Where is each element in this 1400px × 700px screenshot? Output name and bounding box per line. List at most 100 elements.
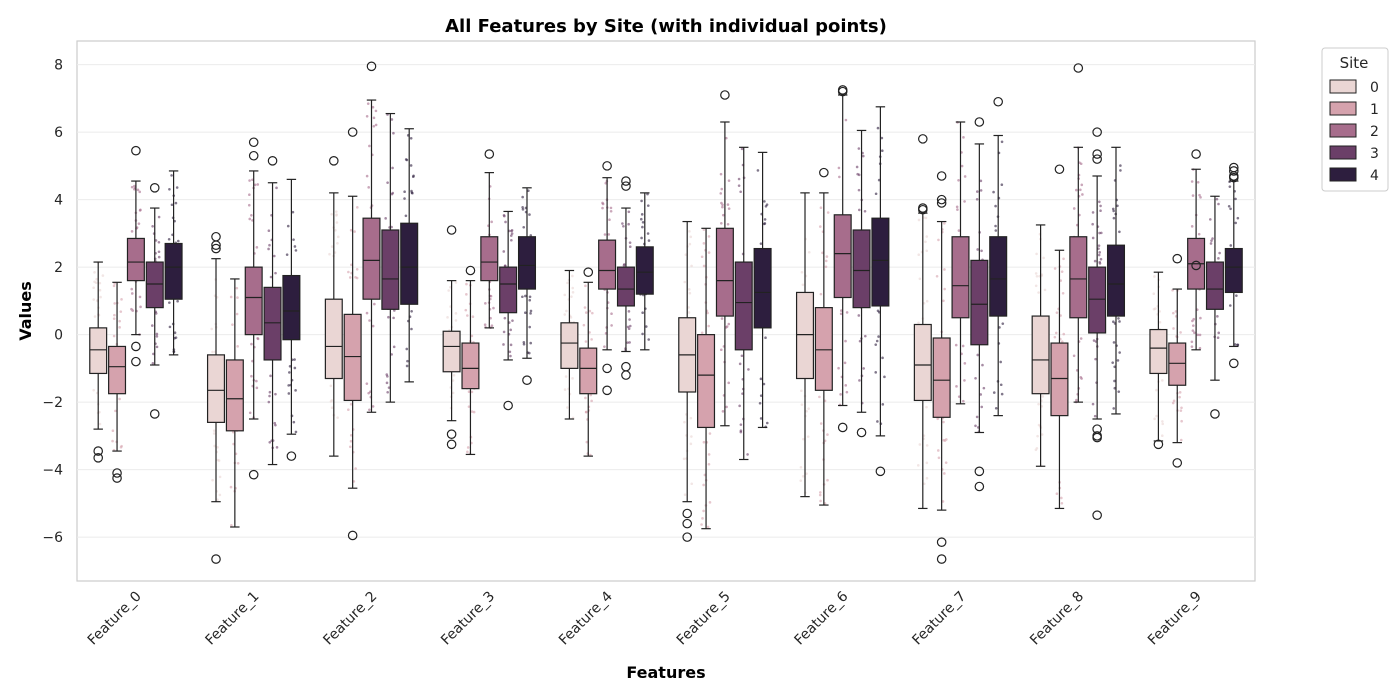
jitter-point — [839, 312, 843, 316]
jitter-point — [471, 315, 475, 319]
jitter-point — [1235, 294, 1238, 297]
legend-label: 2 — [1370, 124, 1379, 140]
jitter-point — [719, 192, 723, 195]
jitter-point — [470, 390, 474, 394]
jitter-point — [1112, 320, 1115, 323]
jitter-point — [1228, 185, 1232, 188]
outlier-point — [602, 385, 612, 396]
jitter-point — [843, 361, 847, 365]
jitter-point — [917, 253, 921, 257]
jitter-point — [590, 399, 593, 403]
jitter-point — [759, 394, 763, 397]
jitter-point — [467, 405, 471, 408]
jitter-point — [1091, 236, 1095, 240]
jitter-point — [466, 450, 469, 454]
jitter-point — [975, 197, 979, 201]
jitter-point — [1236, 343, 1240, 347]
jitter-point — [1097, 253, 1101, 257]
outlier-point — [918, 134, 928, 144]
jitter-point — [522, 225, 526, 229]
box-iqr — [833, 214, 852, 299]
y-tick-label: −2 — [42, 395, 63, 411]
jitter-point — [1191, 324, 1195, 327]
jitter-point — [818, 491, 822, 494]
jitter-point — [390, 192, 394, 196]
jitter-point — [157, 250, 161, 254]
jitter-point — [483, 323, 487, 327]
jitter-point — [521, 195, 524, 199]
jitter-point — [566, 406, 569, 409]
jitter-point — [641, 332, 644, 336]
jitter-point — [1209, 242, 1213, 245]
jitter-point — [763, 222, 767, 225]
jitter-point — [702, 509, 705, 513]
jitter-point — [353, 230, 356, 233]
jitter-point — [937, 449, 940, 452]
jitter-point — [1191, 194, 1195, 197]
jitter-point — [1034, 272, 1038, 275]
jitter-point — [521, 295, 524, 299]
jitter-point — [176, 299, 179, 303]
outlier-point — [621, 370, 631, 380]
jitter-point — [571, 377, 574, 380]
box — [517, 187, 537, 385]
jitter-point — [805, 409, 808, 413]
jitter-point — [935, 274, 939, 278]
jitter-point — [999, 360, 1002, 364]
jitter-point — [274, 423, 277, 427]
jitter-point — [639, 217, 643, 221]
jitter-point — [173, 331, 177, 335]
jitter-point — [1037, 402, 1040, 406]
jitter-point — [957, 229, 961, 232]
jitter-point — [702, 242, 706, 245]
jitter-point — [1079, 162, 1083, 166]
jitter-point — [528, 325, 532, 329]
box-iqr — [89, 327, 108, 375]
jitter-point — [1193, 331, 1196, 335]
jitter-point — [1097, 247, 1100, 250]
jitter-point — [644, 325, 648, 328]
jitter-point — [857, 208, 861, 212]
box-iqr — [753, 247, 772, 329]
jitter-point — [944, 461, 948, 464]
jitter-point — [155, 345, 159, 349]
jitter-point — [404, 214, 408, 218]
jitter-point — [739, 190, 742, 194]
jitter-point — [454, 281, 458, 284]
outlier-point — [936, 171, 947, 181]
jitter-point — [371, 324, 375, 328]
jitter-point — [980, 249, 983, 253]
outlier-point — [1092, 154, 1102, 164]
jitter-point — [759, 242, 763, 245]
jitter-point — [801, 474, 805, 478]
jitter-point — [627, 310, 631, 313]
box-iqr — [697, 334, 716, 429]
outlier-point — [329, 156, 339, 166]
jitter-point — [229, 295, 233, 299]
jitter-point — [957, 395, 961, 398]
box-iqr — [932, 337, 951, 418]
outlier-point — [875, 466, 886, 477]
jitter-point — [700, 523, 703, 526]
jitter-point — [1080, 183, 1084, 187]
jitter-point — [826, 478, 829, 482]
jitter-point — [942, 420, 945, 424]
jitter-point — [372, 124, 376, 128]
jitter-point — [941, 500, 945, 503]
jitter-point — [1118, 320, 1121, 323]
jitter-point — [687, 311, 691, 314]
jitter-point — [405, 347, 409, 351]
jitter-point — [274, 392, 277, 396]
box-iqr — [871, 217, 890, 307]
outlier-point — [1228, 166, 1239, 176]
jitter-point — [328, 252, 331, 256]
outlier-point — [286, 451, 297, 461]
jitter-point — [119, 310, 123, 313]
jitter-point — [707, 324, 710, 328]
jitter-point — [999, 383, 1003, 387]
jitter-point — [601, 201, 604, 205]
jitter-point — [621, 222, 624, 225]
outlier-point — [1228, 172, 1239, 183]
outlier-point — [1191, 260, 1201, 271]
